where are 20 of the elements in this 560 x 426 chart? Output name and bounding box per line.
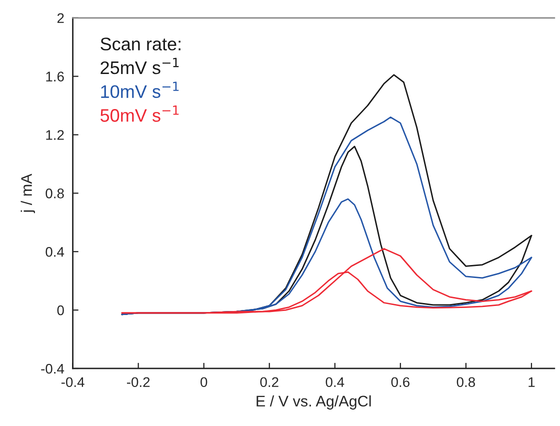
y-tick-label: 0.4 bbox=[46, 246, 64, 257]
y-tick-label: 0 bbox=[57, 305, 64, 316]
x-tick-label: 0.6 bbox=[391, 377, 410, 388]
y-tick-label: 2 bbox=[57, 13, 64, 23]
legend-title: Scan rate: bbox=[100, 38, 180, 50]
text: 50mV s$^{−1}$ bbox=[100, 106, 179, 122]
y-tick-label: 0.8 bbox=[46, 188, 64, 198]
x-tick-label: 1 bbox=[528, 377, 535, 387]
x-tick-label: 0.2 bbox=[260, 377, 278, 388]
text: 10mV s$^{−1}$ bbox=[101, 82, 179, 98]
text: 25mV s$^{−1}$ bbox=[100, 58, 179, 74]
x-tick-label: 0.4 bbox=[326, 377, 344, 388]
y-axis-title: j / mA bbox=[20, 174, 35, 214]
x-tick-label: 0.8 bbox=[456, 377, 475, 388]
y-tick-label: 1.6 bbox=[46, 72, 64, 82]
x-axis-title: E / V vs. Ag/AgCl bbox=[256, 395, 371, 410]
x-tick-label: -0.2 bbox=[126, 377, 150, 388]
y-tick-label: -0.4 bbox=[41, 364, 64, 374]
y-tick-label: 1.2 bbox=[46, 130, 64, 140]
x-tick-label: 0 bbox=[200, 377, 208, 388]
